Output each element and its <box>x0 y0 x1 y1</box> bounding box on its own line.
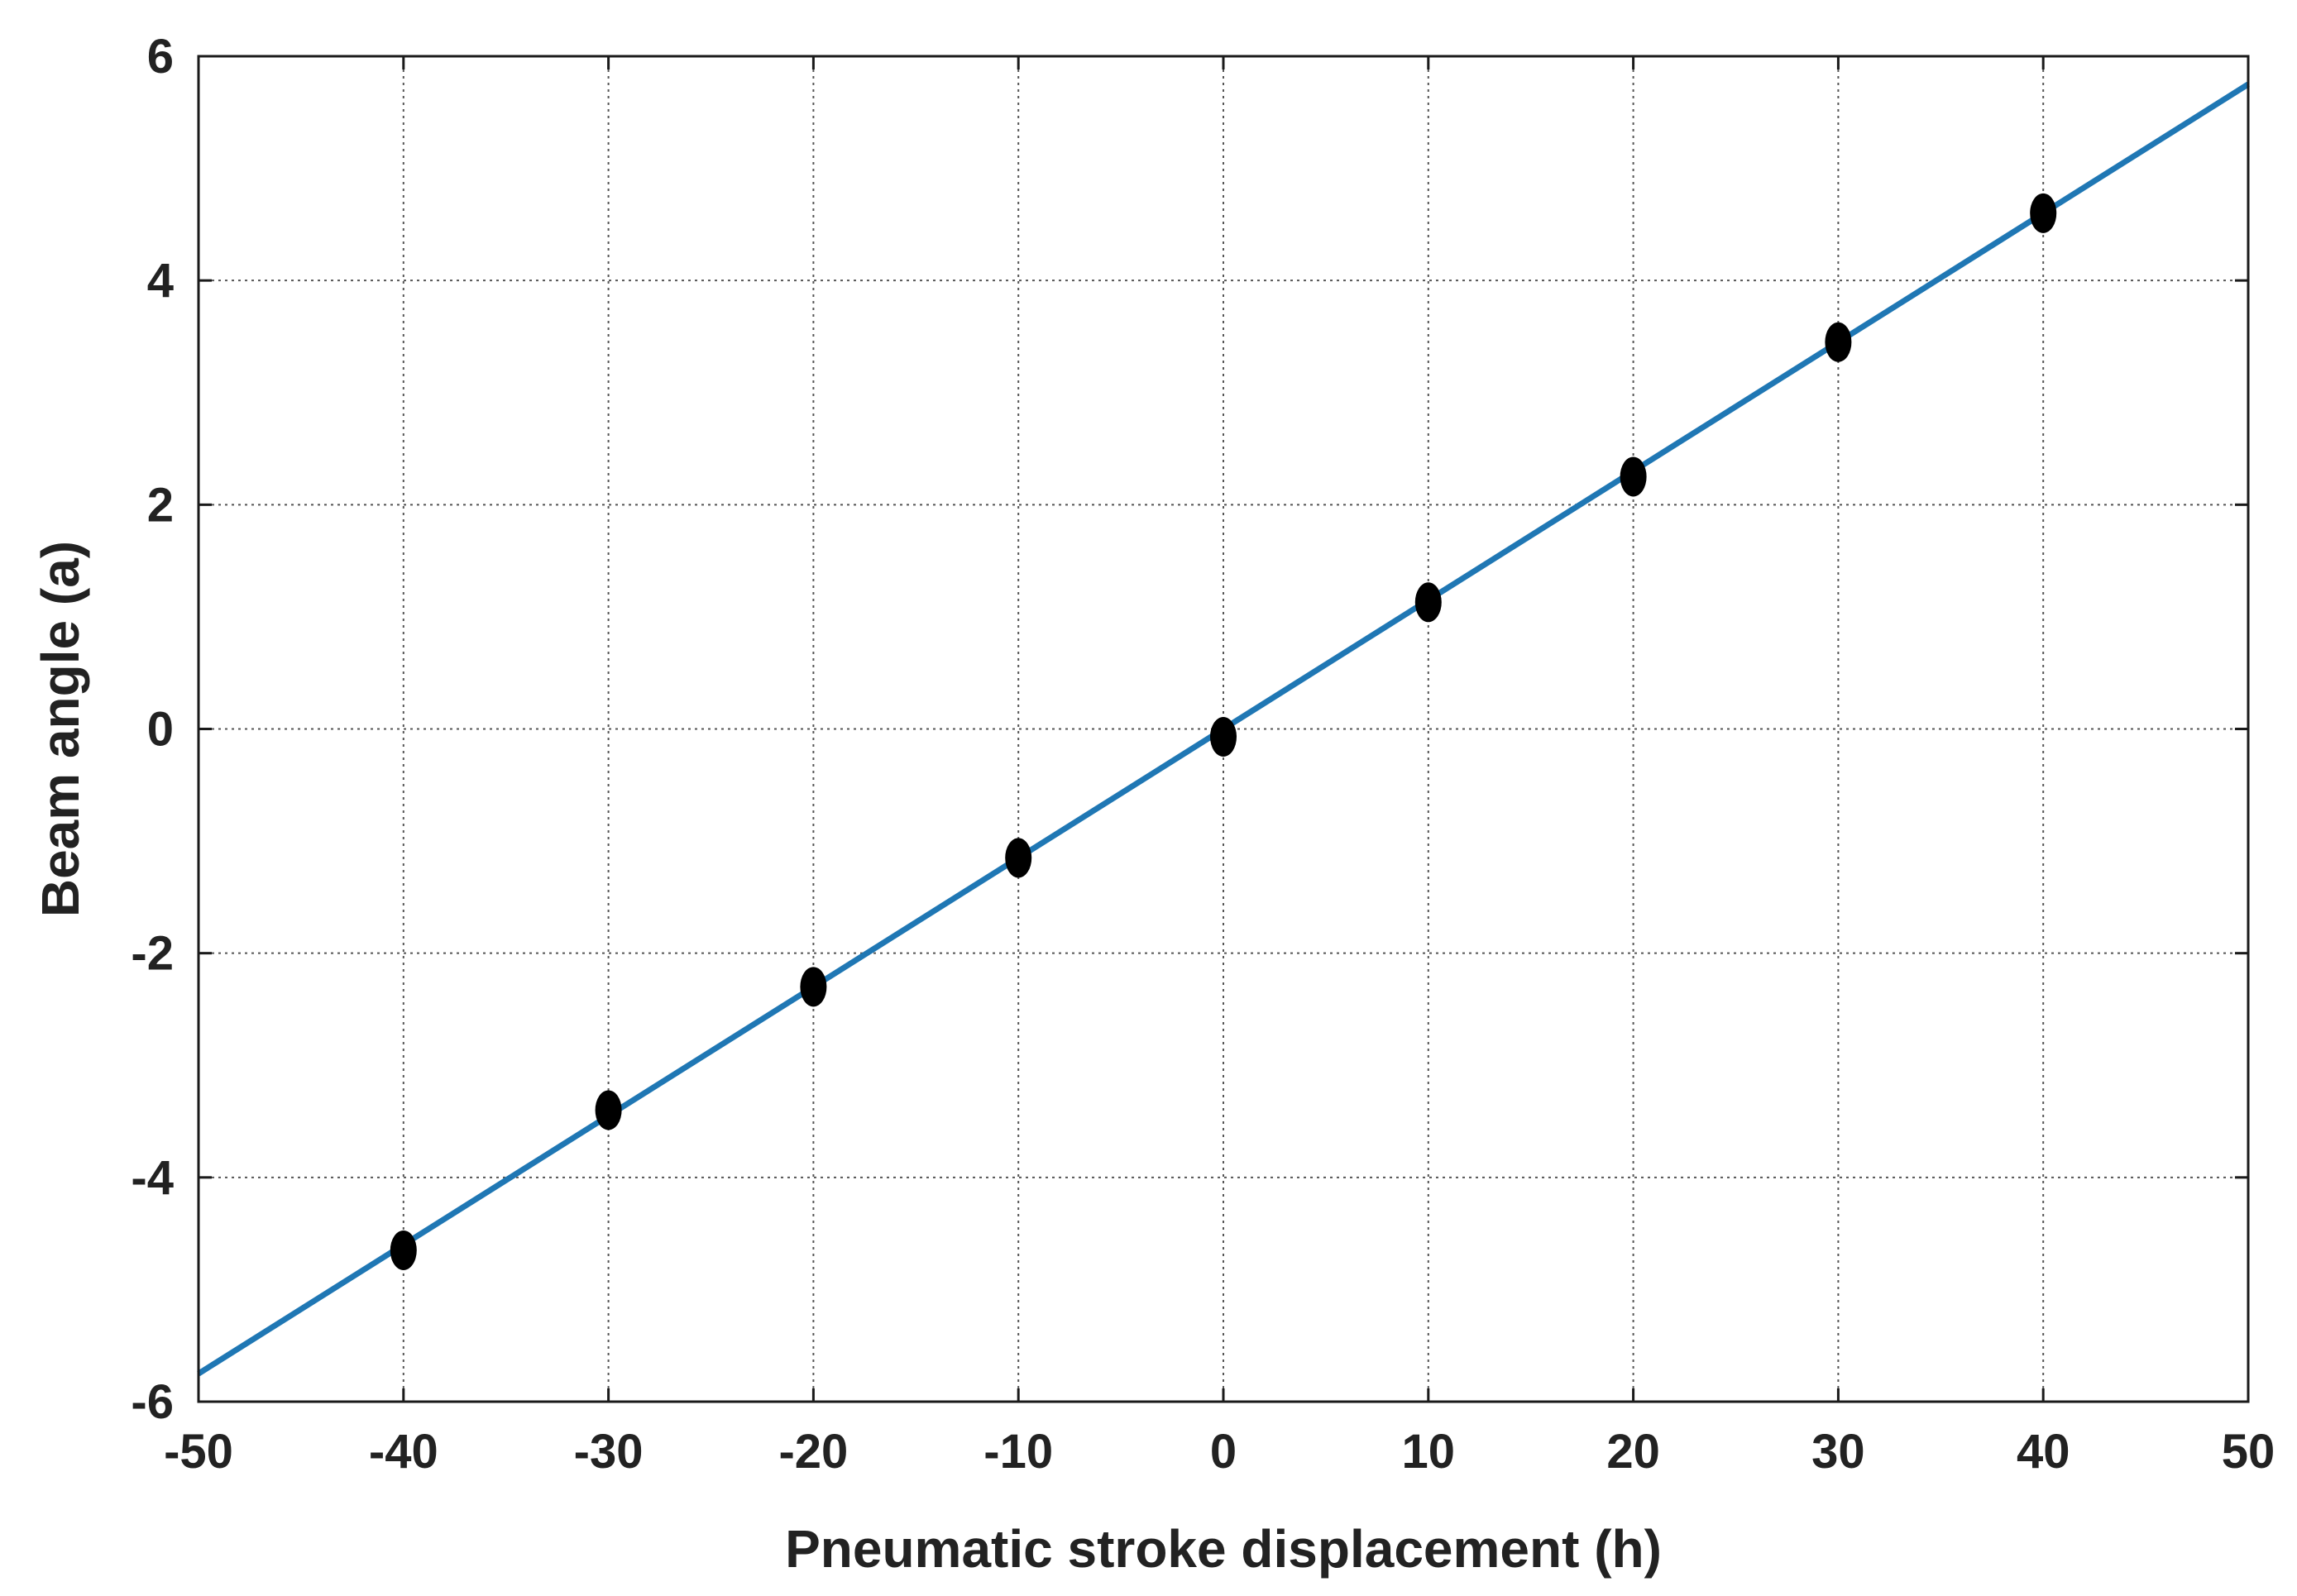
x-tick-label: -50 <box>164 1425 233 1479</box>
data-points-layer <box>390 193 2057 1270</box>
y-tick-label: -4 <box>131 1151 174 1205</box>
y-tick-label: 2 <box>147 478 174 532</box>
y-tick-label: -2 <box>131 927 174 981</box>
data-point <box>2030 193 2057 233</box>
data-point <box>1414 582 1442 623</box>
data-point <box>1005 838 1032 878</box>
x-tick-label: 50 <box>2222 1425 2275 1479</box>
data-point <box>800 967 827 1007</box>
x-tick-label: 40 <box>2017 1425 2070 1479</box>
data-point <box>1620 456 1647 497</box>
x-tick-label: -40 <box>369 1425 438 1479</box>
data-point <box>390 1230 417 1270</box>
x-tick-label: 30 <box>1811 1425 1865 1479</box>
y-tick-label: 4 <box>147 254 174 308</box>
x-tick-label: -20 <box>778 1425 848 1479</box>
data-point <box>595 1090 622 1130</box>
data-point <box>1825 322 1852 362</box>
x-tick-label: 10 <box>1402 1425 1456 1479</box>
y-axis-title: Beam angle (a) <box>31 541 90 917</box>
x-tick-label: 20 <box>1606 1425 1660 1479</box>
grid <box>199 56 2248 1402</box>
y-tick-label: -6 <box>131 1375 174 1429</box>
axis-ticks <box>197 55 2250 1403</box>
y-tick-label: 0 <box>147 703 174 757</box>
x-tick-label: 0 <box>1210 1425 1237 1479</box>
y-tick-label: 6 <box>147 30 174 84</box>
data-point <box>1210 716 1237 757</box>
x-tick-label: -30 <box>574 1425 644 1479</box>
x-tick-label: -10 <box>983 1425 1053 1479</box>
x-axis-title: Pneumatic stroke displacement (h) <box>785 1519 1662 1579</box>
